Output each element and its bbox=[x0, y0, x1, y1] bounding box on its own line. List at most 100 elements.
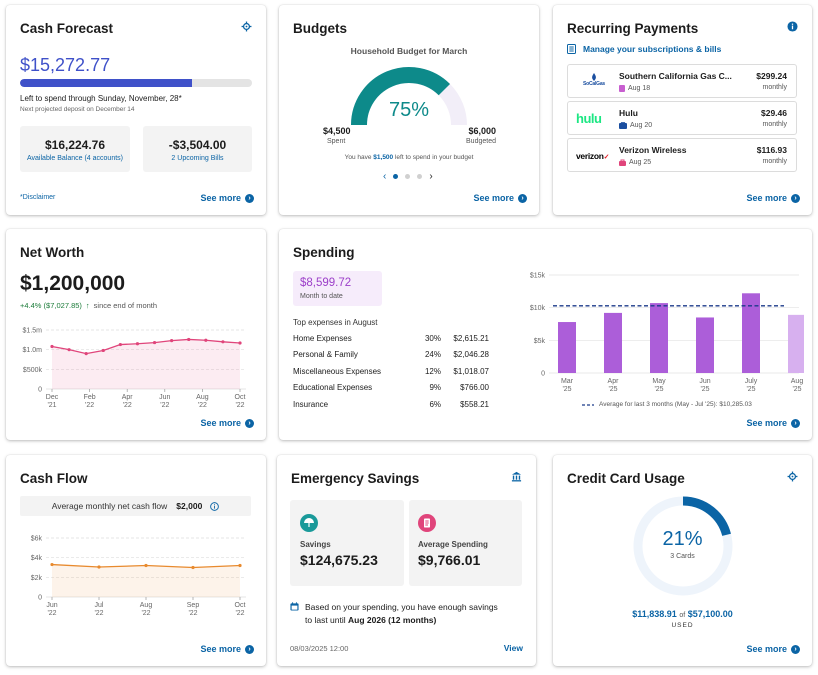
month-to-date-label: Month to date bbox=[300, 293, 343, 300]
data-point bbox=[50, 562, 54, 567]
cash-flow-average-label: Average monthly net cash flow bbox=[51, 501, 168, 511]
data-point bbox=[170, 339, 174, 343]
upcoming-bills-value: -$3,504.00 bbox=[168, 138, 227, 152]
budget-budgeted: $6,000 Budgeted bbox=[466, 126, 496, 145]
recurring-item-name: Southern California Gas C... bbox=[619, 71, 732, 81]
spending-bar bbox=[788, 314, 804, 373]
recurring-item-amount: $116.93 bbox=[756, 145, 787, 155]
y-tick-label: $500k bbox=[23, 367, 43, 374]
data-point bbox=[238, 341, 242, 345]
y-tick-label: $6k bbox=[31, 536, 43, 543]
expense-row[interactable]: Educational Expenses 9% $766.00 bbox=[293, 383, 489, 392]
credit-card-usage-card: Credit Card Usage 21% 3 Cards $11,838.91… bbox=[553, 455, 812, 666]
bank-icon[interactable] bbox=[511, 471, 522, 482]
data-point bbox=[187, 337, 191, 342]
series-line bbox=[51, 338, 241, 355]
x-tick-label: '25 bbox=[792, 386, 801, 393]
budget-carousel: ‹ › bbox=[383, 171, 433, 182]
expense-name: Miscellaneous Expenses bbox=[293, 367, 382, 376]
chevron-right-icon: › bbox=[791, 193, 800, 203]
see-more-link[interactable]: See more › bbox=[746, 193, 800, 203]
recurring-payments-card: Recurring Payments Manage your subscript… bbox=[553, 5, 812, 215]
see-more-link[interactable]: See more › bbox=[473, 193, 527, 203]
see-more-link[interactable]: See more › bbox=[200, 644, 254, 654]
savings-label: Savings bbox=[300, 540, 331, 549]
x-tick-label: Jun bbox=[699, 378, 710, 385]
recurring-item-date: Aug 20 bbox=[619, 122, 652, 129]
expense-row[interactable]: Home Expenses 30% $2,615.21 bbox=[293, 334, 489, 343]
chevron-left-icon[interactable]: ‹ bbox=[383, 171, 387, 182]
spending-card: Spending $8,599.72 Month to date Top exp… bbox=[279, 229, 812, 440]
data-point bbox=[67, 348, 71, 352]
info-icon[interactable] bbox=[787, 21, 798, 32]
spending-bar bbox=[742, 293, 760, 373]
disclaimer-link[interactable]: *Disclaimer bbox=[20, 194, 56, 201]
data-point bbox=[221, 340, 225, 344]
recurring-item-amount: $29.46 bbox=[761, 108, 787, 118]
see-more-label: See more bbox=[200, 644, 241, 654]
see-more-link[interactable]: See more › bbox=[200, 193, 254, 203]
document-icon bbox=[567, 44, 576, 54]
expense-percent: 6% bbox=[429, 400, 441, 409]
net-worth-change-suffix: since end of month bbox=[93, 301, 158, 310]
flame-icon bbox=[592, 73, 596, 81]
y-tick-label: $4k bbox=[31, 555, 43, 562]
expense-row[interactable]: Personal & Family 24% $2,046.28 bbox=[293, 350, 489, 359]
recurring-item-date-text: Aug 25 bbox=[629, 159, 652, 166]
forecast-progress-fill bbox=[20, 79, 192, 87]
forecast-left-to-spend: Left to spend through Sunday, November, … bbox=[20, 94, 182, 103]
budget-note: You have $1,500 left to spend in your bu… bbox=[279, 154, 539, 161]
gear-icon[interactable] bbox=[787, 471, 798, 482]
carousel-dot-active[interactable] bbox=[393, 174, 399, 179]
cash-flow-title: Cash Flow bbox=[20, 471, 88, 486]
credit-card-limit: $57,100.00 bbox=[687, 609, 733, 619]
budget-note-prefix: You have bbox=[344, 154, 372, 161]
spending-average-label: Average for last 3 months (May - Jul '25… bbox=[599, 401, 752, 408]
recurring-item-date: Aug 18 bbox=[619, 85, 650, 92]
recurring-item-frequency: monthly bbox=[762, 158, 787, 165]
forecast-amount: $15,272.77 bbox=[20, 55, 111, 75]
chevron-right-icon[interactable]: › bbox=[429, 171, 433, 182]
socalgas-logo: SoCalGas bbox=[578, 73, 610, 90]
expense-row[interactable]: Miscellaneous Expenses 12% $1,018.07 bbox=[293, 367, 489, 376]
view-link[interactable]: View bbox=[503, 643, 523, 653]
cash-flow-card: Cash Flow Average monthly net cash flow … bbox=[6, 455, 266, 666]
cash-flow-average-value: $2,000 bbox=[176, 501, 203, 511]
see-more-link[interactable]: See more › bbox=[746, 644, 800, 654]
carousel-dot[interactable] bbox=[405, 174, 411, 179]
data-point bbox=[238, 563, 242, 568]
x-tick-label: '22 bbox=[85, 402, 94, 409]
available-balance-box[interactable]: $16,224.76 Available Balance (4 accounts… bbox=[20, 126, 130, 172]
recurring-item[interactable]: SoCalGas Southern California Gas C... Au… bbox=[567, 64, 797, 98]
net-worth-chart: 0$500k$1.0m$1.5mDec'21Feb'22Apr'22Jun'22… bbox=[23, 328, 246, 409]
see-more-link[interactable]: See more › bbox=[746, 418, 800, 428]
data-point bbox=[97, 565, 101, 569]
emergency-note: Based on your spending, you have enough … bbox=[305, 601, 498, 627]
see-more-label: See more bbox=[200, 418, 241, 428]
expense-row[interactable]: Insurance 6% $558.21 bbox=[293, 400, 489, 409]
upcoming-bills-box[interactable]: -$3,504.00 2 Upcoming Bills bbox=[143, 126, 252, 172]
entertainment-icon bbox=[619, 122, 627, 129]
recurring-item[interactable]: hulu Hulu Aug 20 $29.46 monthly bbox=[567, 101, 797, 135]
carousel-dot[interactable] bbox=[417, 174, 423, 179]
recurring-item-frequency: monthly bbox=[762, 121, 787, 128]
credit-card-donut bbox=[633, 496, 733, 596]
data-point bbox=[118, 342, 122, 347]
gear-icon[interactable] bbox=[241, 21, 252, 32]
see-more-link[interactable]: See more › bbox=[200, 418, 254, 428]
y-tick-label: $5k bbox=[534, 338, 546, 345]
expense-amount: $2,046.28 bbox=[453, 350, 489, 359]
budget-note-amount: $1,500 bbox=[373, 154, 394, 161]
data-point bbox=[135, 342, 140, 346]
x-tick-label: '25 bbox=[608, 386, 617, 393]
info-icon[interactable] bbox=[210, 501, 220, 511]
x-tick-label: '21 bbox=[47, 402, 56, 409]
x-tick-label: Jul bbox=[95, 602, 104, 609]
budget-gauge bbox=[351, 67, 467, 126]
chevron-right-icon: › bbox=[791, 644, 800, 654]
budget-note-suffix: left to spend in your budget bbox=[394, 154, 474, 161]
recurring-item[interactable]: verizon✓ Verizon Wireless Aug 25 $116.93… bbox=[567, 138, 797, 172]
manage-subscriptions-link[interactable]: Manage your subscriptions & bills bbox=[567, 44, 721, 54]
credit-card-title: Credit Card Usage bbox=[567, 471, 685, 486]
